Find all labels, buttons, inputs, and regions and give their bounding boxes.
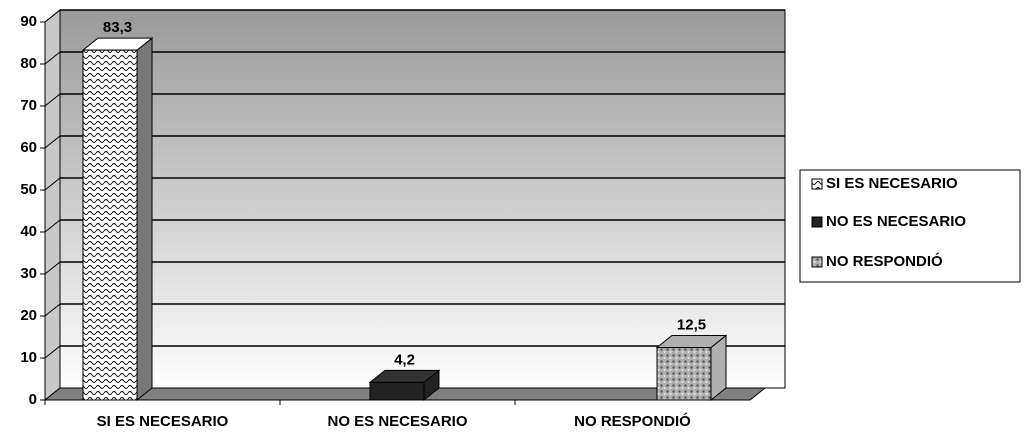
grid-line: [44, 345, 61, 359]
legend-label: SI ES NECESARIO: [826, 175, 958, 192]
grid-line: [44, 219, 61, 233]
grid-line: [44, 177, 61, 191]
y-tick-label: 80: [20, 55, 37, 72]
bar: [368, 369, 441, 402]
bar-face: [656, 347, 712, 401]
legend-swatch: [811, 178, 823, 190]
y-tick-label: 0: [29, 391, 37, 408]
data-label: 12,5: [677, 316, 706, 333]
bar: [81, 37, 154, 402]
grid-line: [44, 261, 61, 275]
grid-line: [44, 93, 61, 107]
grid-line: [44, 303, 61, 317]
bar-face: [136, 37, 153, 402]
data-label: 83,3: [103, 19, 132, 36]
x-tick-label: SI ES NECESARIO: [97, 413, 229, 430]
x-tick-label: NO ES NECESARIO: [327, 413, 467, 430]
y-tick-label: 30: [20, 265, 37, 282]
x-tick-label: NO RESPONDIÓ: [574, 412, 691, 430]
y-tick-label: 60: [20, 139, 37, 156]
y-tick-label: 50: [20, 181, 37, 198]
bar-face: [369, 381, 425, 401]
grid-line: [44, 9, 61, 23]
grid-line: [44, 51, 61, 65]
y-tick-label: 40: [20, 223, 37, 240]
legend-swatch: [811, 256, 823, 268]
legend-label: NO ES NECESARIO: [826, 213, 966, 230]
grid-line: [44, 135, 61, 149]
y-tick-label: 70: [20, 97, 37, 114]
y-tick-label: 10: [20, 349, 37, 366]
legend-label: NO RESPONDIÓ: [826, 252, 943, 270]
data-label: 4,2: [394, 351, 415, 368]
bar-face: [82, 49, 138, 401]
side-wall: [44, 8, 61, 402]
legend: [799, 169, 1021, 283]
bar: [655, 334, 728, 402]
legend-swatch: [811, 216, 823, 228]
y-tick-label: 90: [20, 13, 37, 30]
y-tick-label: 20: [20, 307, 37, 324]
